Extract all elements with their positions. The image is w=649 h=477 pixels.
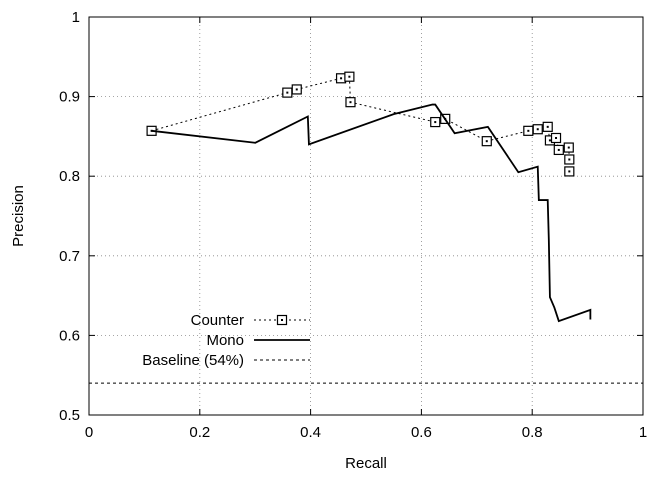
counter-data-point — [550, 132, 562, 144]
y-tick-label: 0.7 — [59, 248, 80, 265]
y-tick-label: 0.8 — [59, 168, 80, 185]
counter-data-point — [563, 142, 574, 153]
counter-data-point — [523, 125, 534, 136]
grid — [89, 17, 643, 415]
y-tick-label: 0.9 — [59, 89, 80, 106]
legend-entry-mono: Mono — [206, 332, 310, 349]
y-tick-label: 1 — [72, 9, 80, 26]
counter-data-point — [542, 121, 553, 132]
counter-data-point — [564, 166, 575, 177]
legend-entry-baseline-54: Baseline (54%) — [142, 352, 310, 369]
y-tick-label: 0.6 — [59, 327, 80, 344]
legend-entry-counter: Counter — [191, 312, 310, 329]
counter-data-point — [344, 71, 355, 82]
x-axis-label: Recall — [345, 455, 387, 472]
counter-data-point — [564, 154, 575, 165]
x-tick-label: 0.4 — [300, 424, 321, 441]
plot-frame — [88, 16, 644, 416]
counter-data-point — [553, 144, 564, 156]
legend-label: Counter — [191, 312, 244, 329]
legend-marker — [276, 314, 288, 326]
x-tick-label: 0.8 — [522, 424, 543, 441]
x-tick-label: 1 — [639, 424, 647, 441]
x-tick-label: 0.2 — [189, 424, 210, 441]
legend: Counter Mono Baseline (54%) — [142, 312, 310, 369]
mono-series-line — [151, 103, 592, 323]
counter-data-point — [291, 84, 302, 95]
x-tick-label: 0 — [85, 424, 93, 441]
counter-data-point — [481, 136, 492, 147]
data-series — [89, 71, 643, 384]
counter-series-line — [151, 76, 570, 172]
y-axis-label: Precision — [10, 185, 27, 247]
counter-data-point — [532, 124, 543, 135]
counter-data-point — [430, 116, 441, 128]
axes: 0 0.2 0.4 0.6 0.8 1 0.5 0.6 0.7 0.8 0.9 1 — [59, 9, 647, 441]
x-tick-label: 0.6 — [411, 424, 432, 441]
counter-data-point — [345, 97, 356, 108]
y-tick-label: 0.5 — [59, 407, 80, 424]
legend-label: Baseline (54%) — [142, 352, 244, 369]
legend-label: Mono — [206, 332, 244, 349]
counter-data-point — [282, 87, 293, 98]
counter-data-point — [335, 73, 347, 84]
